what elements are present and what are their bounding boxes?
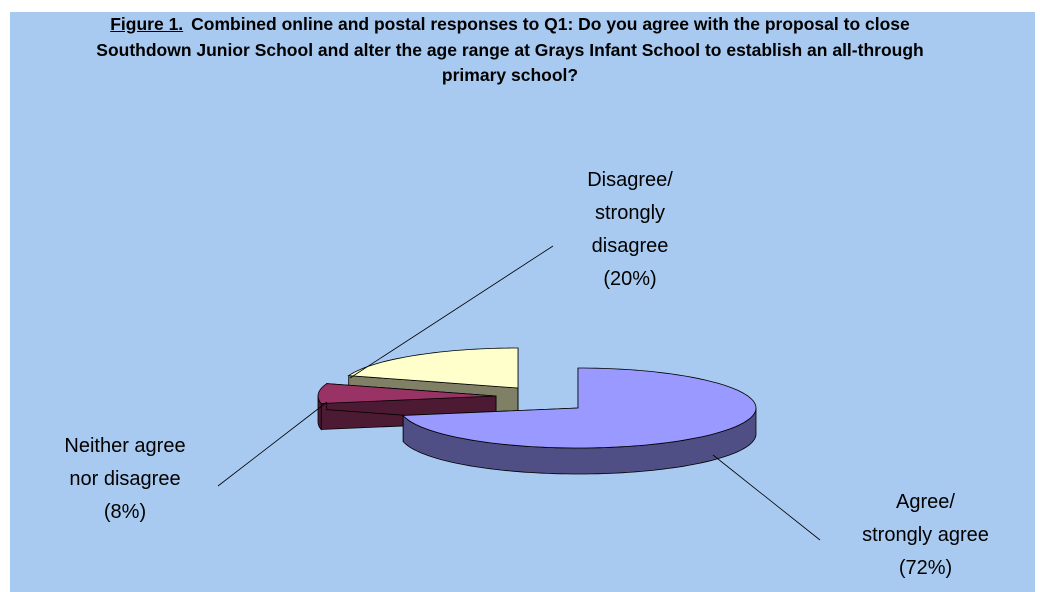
value-label: (20%) <box>603 268 657 290</box>
value-label: (8%) <box>103 501 147 523</box>
leader-line <box>712 454 821 541</box>
leader-line <box>217 401 328 487</box>
category-label: Neither agree nor disagree <box>64 435 186 490</box>
category-label: Agree/ strongly agree <box>862 491 989 546</box>
slice <box>317 383 497 404</box>
slice-label: Disagree/ strongly disagree (20%) <box>580 164 680 296</box>
chart-title: Figure 1. Combined online and postal resp… <box>95 12 925 89</box>
title-text: Combined online and postal responses to … <box>96 14 924 85</box>
slice <box>347 347 519 389</box>
value-label: (72%) <box>898 557 953 579</box>
leader-line <box>349 245 554 379</box>
category-label: Disagree/ strongly disagree <box>587 169 673 257</box>
figure-label: Figure 1. <box>110 14 184 34</box>
slice-label: Agree/ strongly agree (72%) <box>860 486 991 585</box>
chart-area <box>10 12 1035 592</box>
slice <box>402 367 757 449</box>
slice-label: Neither agree nor disagree (8%) <box>60 430 190 529</box>
